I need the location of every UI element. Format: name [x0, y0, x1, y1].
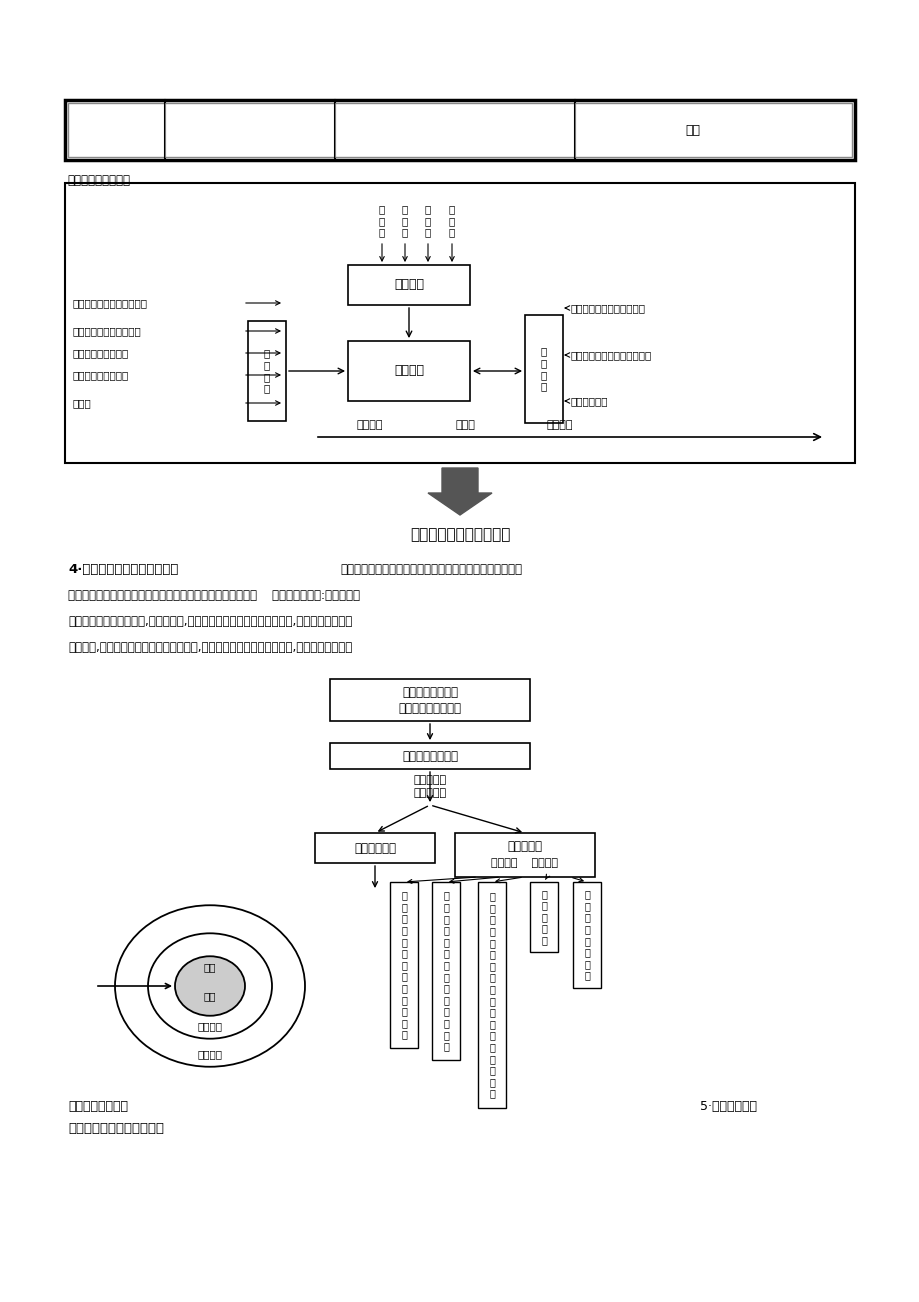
Text: 机
械
化: 机 械 化: [379, 204, 385, 237]
Text: 的市场地域扩大过程和区域化、专业化地域生产的演变过程。    从下图可归纳出:市场是农业: 的市场地域扩大过程和区域化、专业化地域生产的演变过程。 从下图可归纳出:市场是农…: [68, 589, 359, 602]
Text: 市场与生产地分离: 市场与生产地分离: [402, 750, 458, 763]
Text: 水
利
化: 水 利 化: [448, 204, 455, 237]
Polygon shape: [427, 467, 492, 516]
Bar: [347, 341, 470, 401]
Text: 交通运输条件的改善，农产品保鲜、冷藏等技术的发展导致: 交通运输条件的改善，农产品保鲜、冷藏等技术的发展导致: [340, 562, 521, 575]
Text: 展。: 展。: [685, 124, 699, 137]
Text: 区农业区位选择的主导因素: 区农业区位选择的主导因素: [68, 1122, 164, 1135]
Text: 乳
畜
产
品
生
产
基
地
，
荷
、
丹
、
新
成
为
世
界: 乳 畜 产 品 生 产 基 地 ， 荷 、 丹 、 新 成 为 世 界: [489, 892, 494, 1099]
Text: 5·部分国家或地: 5·部分国家或地: [699, 1100, 756, 1113]
Bar: [248, 322, 286, 421]
Text: 因时间、地点、部门而异: 因时间、地点、部门而异: [409, 527, 510, 543]
Bar: [314, 833, 435, 863]
Text: 技术进步: 技术进步: [393, 279, 424, 292]
Bar: [390, 881, 417, 1048]
Text: 气候（种类、分布、产量）: 气候（种类、分布、产量）: [73, 298, 148, 309]
Text: 地域上扩展: 地域上扩展: [413, 788, 446, 798]
Bar: [455, 833, 595, 878]
Text: 良
种
化: 良 种 化: [425, 204, 431, 237]
Bar: [525, 315, 562, 423]
Bar: [330, 680, 529, 721]
Text: 工业和城市需要（郊区农业）: 工业和城市需要（郊区农业）: [571, 350, 652, 359]
Bar: [330, 743, 529, 769]
Text: 化
肥
化: 化 肥 化: [402, 204, 408, 237]
Bar: [65, 100, 854, 160]
Text: 市
场
需
要: 市 场 需 要: [540, 346, 547, 392]
Text: 政策与措施（品种、产量）: 政策与措施（品种、产量）: [571, 303, 645, 312]
Text: 英
、
法
成
为: 英 、 法 成 为: [540, 889, 546, 945]
Text: 市场区位在: 市场区位在: [413, 775, 446, 785]
Text: 农业生产: 农业生产: [393, 365, 424, 378]
Text: 4·交通改善与市场扩大的关系: 4·交通改善与市场扩大的关系: [68, 562, 178, 575]
Text: 区域化生产: 区域化生产: [507, 840, 542, 853]
Bar: [478, 881, 505, 1108]
Text: 国际市场: 国际市场: [198, 1049, 222, 1060]
Text: 国际农业贸易: 国际农业贸易: [571, 396, 607, 406]
Text: 运输费: 运输费: [455, 421, 474, 430]
Ellipse shape: [175, 956, 244, 1016]
Text: 区域专业化生产的引导者,科技是动力,而交通运输则是生产和市场的保障,是农业社会化大生: 区域专业化生产的引导者,科技是动力,而交通运输则是生产和市场的保障,是农业社会化…: [68, 615, 352, 628]
Text: 生产成本: 生产成本: [357, 421, 383, 430]
Bar: [65, 184, 854, 464]
Bar: [68, 103, 851, 158]
Bar: [529, 881, 558, 952]
Text: 国内分工    国际分工: 国内分工 国际分工: [491, 858, 558, 868]
Text: 水源（灌溉、收成）: 水源（灌溉、收成）: [73, 370, 129, 380]
Text: 农业区位因素关系图: 农业区位因素关系图: [67, 174, 130, 187]
Text: 花卉的生产基地。: 花卉的生产基地。: [68, 1100, 128, 1113]
Text: 产的保障,如现代化的交通运输和保鲜技术,才得以使荷兰鲜花行销全世界,带动荷兰成为世界: 产的保障,如现代化的交通运输和保鲜技术,才得以使荷兰鲜花行销全世界,带动荷兰成为…: [68, 641, 352, 654]
Text: 市场扩展过程: 市场扩展过程: [354, 841, 395, 854]
Text: 自
然
条
件: 自 然 条 件: [264, 349, 270, 393]
Text: 美
、
加
、
非
洲
、
东
南
亚
、
澳
成
为: 美 、 加 、 非 洲 、 东 南 亚 、 澳 成 为: [443, 891, 448, 1052]
Text: 保鲜、冷藏技术发展: 保鲜、冷藏技术发展: [398, 703, 461, 716]
Text: 世
界
商
品
粮
生
产
国: 世 界 商 品 粮 生 产 国: [584, 889, 589, 980]
Text: 地形（平坦、垂直变化）: 地形（平坦、垂直变化）: [73, 326, 142, 336]
Bar: [432, 881, 460, 1060]
Text: 农业收入: 农业收入: [546, 421, 573, 430]
Text: 当地: 当地: [203, 962, 216, 971]
Text: 荷
兰
成
为
世
界
花
卉
生
产
供
应
国: 荷 兰 成 为 世 界 花 卉 生 产 供 应 国: [401, 891, 406, 1039]
Text: 市场: 市场: [203, 992, 216, 1001]
Text: 国内市场: 国内市场: [198, 1021, 222, 1031]
Text: 土壤（肥力、产量）: 土壤（肥力、产量）: [73, 348, 129, 358]
Bar: [347, 266, 470, 305]
Bar: [573, 881, 600, 988]
Text: 病虫害: 病虫害: [73, 398, 92, 408]
Text: 交通运输条件改善: 交通运输条件改善: [402, 686, 458, 699]
